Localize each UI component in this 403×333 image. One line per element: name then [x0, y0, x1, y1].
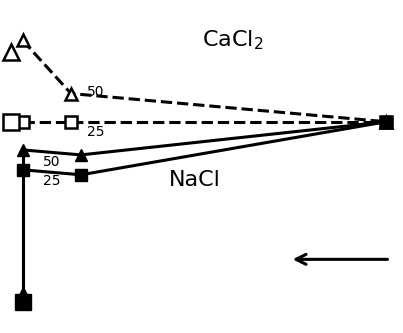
- Text: 50: 50: [87, 85, 104, 99]
- Text: NaCl: NaCl: [169, 170, 221, 190]
- Text: 50: 50: [43, 155, 60, 168]
- Text: 25: 25: [87, 125, 104, 139]
- Text: 25: 25: [43, 174, 60, 188]
- Text: CaCl$_2$: CaCl$_2$: [202, 29, 263, 52]
